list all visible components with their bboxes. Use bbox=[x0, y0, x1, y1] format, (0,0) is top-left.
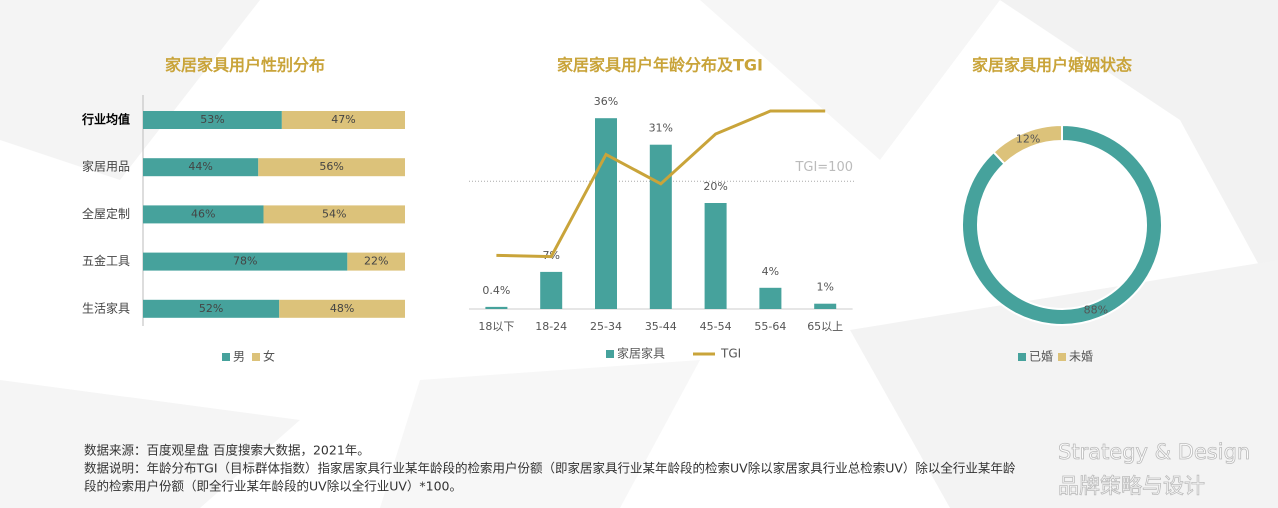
legend-label: 家居家具 bbox=[617, 346, 665, 361]
value-label: 78% bbox=[233, 255, 257, 268]
value-label: 47% bbox=[331, 113, 355, 126]
watermark-cn: 品牌策略与设计 bbox=[1058, 474, 1205, 498]
value-label: 4% bbox=[762, 265, 779, 278]
reference-label: TGI=100 bbox=[794, 160, 853, 175]
line-series bbox=[496, 109, 826, 259]
bar-segment bbox=[258, 158, 405, 177]
bar-segment bbox=[143, 111, 282, 129]
legend-swatch bbox=[252, 353, 260, 361]
bar-segment bbox=[143, 252, 348, 271]
value-label: 53% bbox=[200, 113, 224, 126]
x-tick-label: 35-44 bbox=[645, 320, 677, 333]
bar-segment bbox=[281, 111, 405, 129]
legend-label: 已婚 bbox=[1029, 350, 1053, 364]
footnote: 数据说明：年龄分布TGI（目标群体指数）指家居家具行业某年龄段的检索用户份额（即… bbox=[84, 461, 1016, 476]
category-label: 五金工具 bbox=[82, 253, 130, 268]
legend-label: 未婚 bbox=[1069, 350, 1093, 364]
value-label: 56% bbox=[319, 160, 343, 173]
x-tick-label: 45-54 bbox=[700, 320, 732, 333]
x-tick-label: 55-64 bbox=[754, 320, 786, 333]
category-label: 行业均值 bbox=[81, 112, 130, 127]
bar bbox=[540, 271, 563, 309]
bar bbox=[759, 287, 782, 309]
legend-swatch bbox=[1018, 353, 1026, 361]
category-label: 全屋定制 bbox=[82, 206, 130, 221]
chart-title: 家居家具用户性别分布 bbox=[165, 56, 325, 75]
x-tick-label: 18-24 bbox=[535, 320, 567, 333]
bar bbox=[595, 118, 617, 309]
value-label: 31% bbox=[649, 122, 673, 135]
footnote: 段的检索用户份额（即全行业某年龄段的UV除以全行业UV）*100。 bbox=[84, 479, 462, 494]
bar-segment bbox=[143, 205, 264, 224]
legend-label: 男 bbox=[233, 350, 245, 364]
legend-label: 女 bbox=[263, 349, 275, 364]
x-tick-label: 18以下 bbox=[478, 320, 514, 333]
value-label: 20% bbox=[703, 180, 727, 193]
value-label: 52% bbox=[199, 302, 223, 315]
value-label: 44% bbox=[188, 160, 212, 173]
category-label: 生活家具 bbox=[82, 300, 130, 315]
chart-title: 家居家具用户年龄分布及TGI bbox=[557, 56, 763, 75]
footnote: 数据来源：百度观星盘 百度搜索大数据，2021年。 bbox=[84, 443, 370, 458]
legend-swatch bbox=[606, 350, 614, 358]
x-tick-label: 65以上 bbox=[807, 320, 843, 333]
bar bbox=[704, 203, 727, 309]
value-label: 88% bbox=[1084, 304, 1108, 317]
bar-segment bbox=[263, 205, 405, 224]
value-label: 12% bbox=[1016, 132, 1040, 145]
bar bbox=[814, 303, 837, 309]
chart-title: 家居家具用户婚姻状态 bbox=[972, 56, 1132, 75]
bar bbox=[649, 144, 672, 309]
watermark-en: Strategy & Design bbox=[1058, 440, 1250, 464]
value-label: 46% bbox=[191, 207, 215, 220]
value-label: 22% bbox=[364, 255, 388, 268]
bar-segment bbox=[279, 299, 405, 318]
legend-swatch bbox=[222, 353, 230, 361]
value-label: 36% bbox=[594, 95, 618, 108]
value-label: 0.4% bbox=[482, 284, 510, 297]
bar-segment bbox=[143, 158, 259, 177]
bar-segment bbox=[347, 252, 405, 271]
legend-swatch bbox=[1058, 353, 1066, 361]
donut-segment bbox=[992, 123, 1063, 166]
bar-segment bbox=[143, 299, 280, 318]
x-tick-label: 25-34 bbox=[590, 320, 622, 333]
bar bbox=[485, 306, 508, 309]
value-label: 54% bbox=[322, 207, 346, 220]
category-label: 家居用品 bbox=[82, 159, 130, 174]
value-label: 1% bbox=[816, 281, 833, 294]
donut-segment bbox=[961, 123, 1163, 326]
legend-label: TGI bbox=[720, 347, 741, 361]
value-label: 48% bbox=[330, 302, 354, 315]
